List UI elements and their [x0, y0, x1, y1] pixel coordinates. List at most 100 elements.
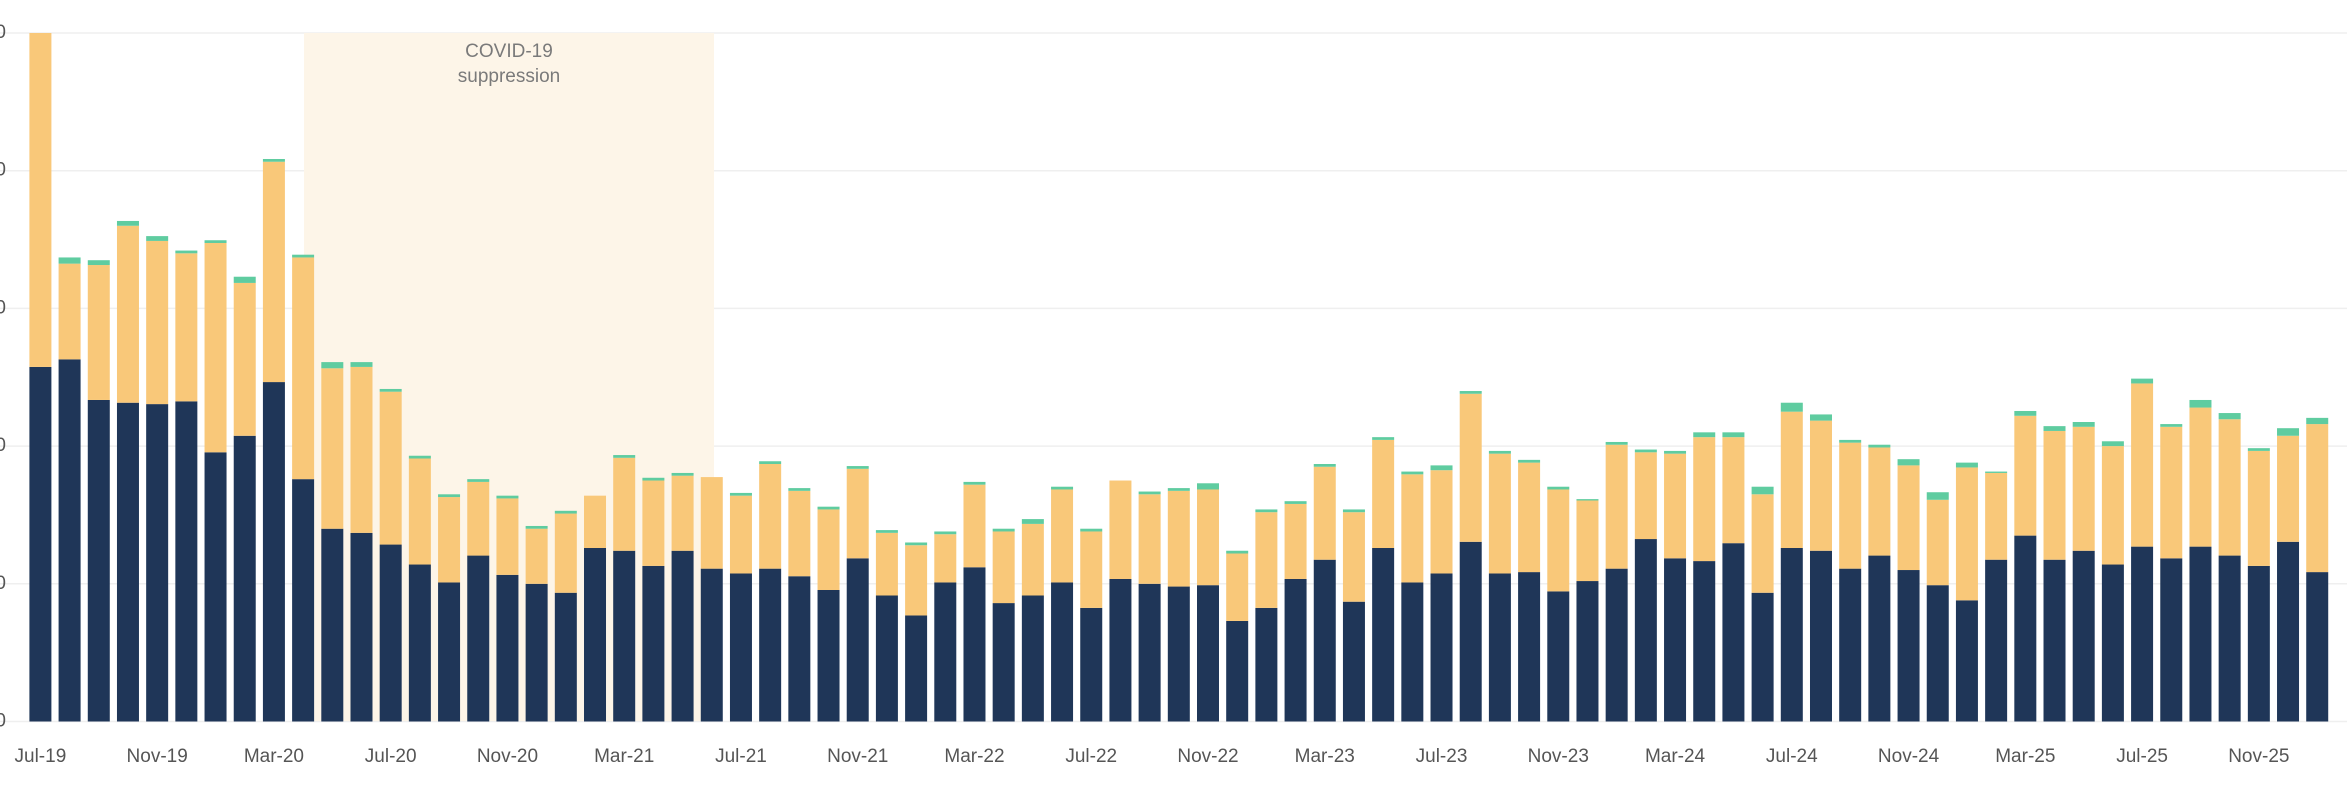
- bar-segment: [2218, 419, 2241, 556]
- bar-segment: [321, 362, 344, 369]
- bar-segment: [525, 525, 548, 529]
- bar-segment: [496, 495, 519, 499]
- bar-segment: [1372, 437, 1395, 440]
- bar-segment: [2277, 435, 2300, 542]
- bar-segment: [1255, 512, 1278, 608]
- bar-segment: [1167, 490, 1190, 587]
- bar-segment: [408, 458, 431, 565]
- bar-segment: [1021, 595, 1044, 722]
- bar-segment: [729, 573, 752, 722]
- y-tick-label: 0: [0, 711, 6, 732]
- bar-segment: [817, 506, 840, 510]
- x-tick-label: Jul-22: [1065, 746, 1117, 767]
- bar-segment: [905, 545, 928, 616]
- bar-segment: [1109, 578, 1132, 722]
- bar-segment: [1868, 447, 1891, 556]
- bar-segment: [1051, 489, 1074, 583]
- bar-segment: [817, 589, 840, 722]
- bar-segment: [1751, 486, 1774, 495]
- bar-segment: [554, 513, 577, 593]
- bar-segment: [1313, 559, 1336, 722]
- bar-segment: [321, 528, 344, 722]
- x-tick-label: Jul-19: [15, 746, 67, 767]
- bar-segment: [1809, 550, 1832, 722]
- x-tick-label: Nov-20: [477, 746, 538, 767]
- bar-segment: [2014, 535, 2037, 722]
- y-tick-label: 60: [0, 297, 6, 318]
- bar-segment: [292, 257, 315, 480]
- bar-segment: [905, 615, 928, 722]
- bar-segment: [1226, 550, 1249, 554]
- x-tick-label: Jul-21: [715, 746, 767, 767]
- bar-segment: [1372, 439, 1395, 548]
- bar-segment: [350, 362, 373, 367]
- bar-segment: [1401, 474, 1424, 583]
- bar-segment: [262, 382, 285, 722]
- bar-segment: [496, 498, 519, 575]
- bar-segment: [1839, 568, 1862, 722]
- bar-segment: [671, 550, 694, 722]
- bar-segment: [1226, 620, 1249, 722]
- bar-segment: [2043, 559, 2066, 722]
- bar-segment: [321, 368, 344, 529]
- bar-segment: [233, 282, 256, 436]
- bar-segment: [700, 568, 723, 722]
- bar-segment: [525, 583, 548, 722]
- bar-segment: [1313, 466, 1336, 560]
- bar-segment: [963, 481, 986, 485]
- x-tick-label: Jul-23: [1416, 746, 1468, 767]
- x-tick-label: Nov-25: [2228, 746, 2289, 767]
- bar-segment: [788, 488, 811, 491]
- bar-segment: [1576, 581, 1599, 722]
- bar-segment: [1897, 570, 1920, 722]
- bar-segment: [1197, 489, 1219, 586]
- bar-segment: [875, 530, 898, 533]
- bar-segment: [1138, 494, 1161, 584]
- bar-segment: [934, 534, 957, 583]
- bar-segment: [438, 497, 461, 583]
- bar-segment: [1547, 486, 1570, 490]
- bar-segment: [467, 481, 490, 556]
- y-tick-label: 100: [0, 22, 6, 43]
- bar-segment: [2306, 424, 2329, 573]
- bar-segment: [1605, 444, 1628, 569]
- bar-segment: [204, 242, 227, 453]
- bar-segment: [1430, 470, 1453, 574]
- bar-segment: [1664, 450, 1687, 454]
- bar-segment: [1751, 592, 1774, 722]
- bar-segment: [1401, 471, 1424, 475]
- bar-segment: [846, 468, 869, 559]
- bar-segment: [934, 582, 957, 722]
- x-tick-label: Nov-19: [127, 746, 188, 767]
- bar-segment: [2014, 410, 2037, 416]
- bar-segment: [2160, 558, 2183, 722]
- bar-segment: [2101, 446, 2124, 565]
- bar-segment: [2160, 426, 2183, 559]
- bar-segment: [1488, 453, 1511, 574]
- bar-segment: [29, 33, 52, 367]
- bar-segment: [1255, 607, 1278, 722]
- bar-segment: [642, 565, 665, 722]
- bar-segment: [1839, 442, 1862, 569]
- bar-segment: [1693, 437, 1716, 562]
- x-tick-label: Jul-20: [365, 746, 417, 767]
- bar-segment: [1430, 573, 1453, 722]
- bar-segment: [905, 542, 928, 546]
- bar-segment: [350, 532, 373, 722]
- bar-segment: [262, 161, 285, 383]
- y-tick-label: 40: [0, 435, 6, 456]
- bar-segment: [2277, 541, 2300, 722]
- bar-segment: [875, 595, 898, 722]
- bar-segment: [2043, 430, 2066, 560]
- bar-segment: [1780, 402, 1803, 412]
- bar-segment: [350, 366, 373, 533]
- bar-segment: [1868, 444, 1891, 448]
- x-tick-label: Mar-24: [1645, 746, 1706, 767]
- bar-segment: [992, 531, 1015, 604]
- bar-segment: [1342, 509, 1365, 513]
- bar-segment: [1955, 467, 1978, 601]
- x-tick-label: Nov-21: [827, 746, 888, 767]
- bar-segment: [175, 250, 198, 254]
- bar-segment: [1634, 449, 1657, 453]
- bar-segment: [992, 603, 1015, 722]
